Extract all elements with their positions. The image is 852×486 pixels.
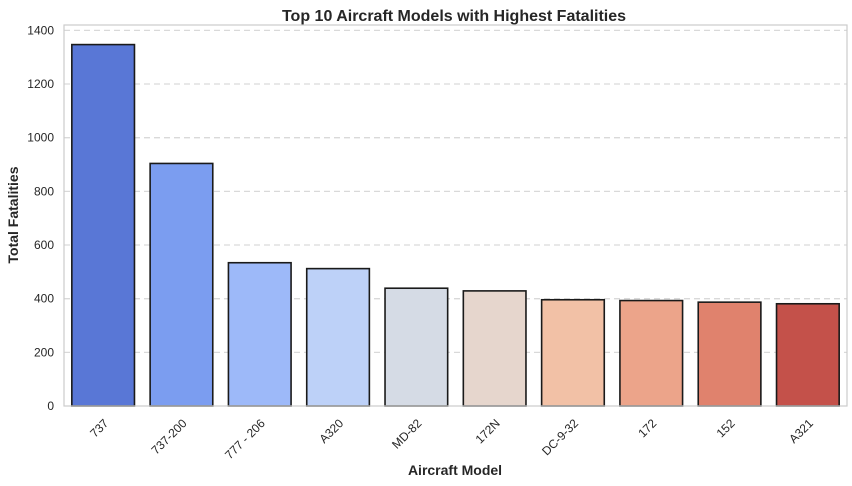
x-tick-label: 172 xyxy=(635,416,659,440)
y-tick-label: 400 xyxy=(34,292,54,306)
bar xyxy=(149,162,214,407)
y-tick-label: 1000 xyxy=(27,131,54,145)
x-tick-label: 737 xyxy=(87,416,111,440)
bar xyxy=(462,290,527,407)
bar xyxy=(71,43,136,407)
bar xyxy=(697,301,762,407)
y-tick-label: 800 xyxy=(34,184,54,198)
y-axis-label: Total Fatalities xyxy=(5,166,21,263)
y-tick-label: 0 xyxy=(47,399,54,413)
x-tick-label: DC-9-32 xyxy=(539,416,581,458)
x-tick-label: 152 xyxy=(714,416,738,440)
bar xyxy=(619,299,684,407)
y-tick-label: 200 xyxy=(34,345,54,359)
bar xyxy=(775,302,840,407)
x-tick-label: A320 xyxy=(316,416,346,446)
bar xyxy=(227,261,292,407)
y-tick-label: 1200 xyxy=(27,77,54,91)
bars xyxy=(71,43,840,407)
y-tick-label: 1400 xyxy=(27,23,54,37)
chart-title: Top 10 Aircraft Models with Highest Fata… xyxy=(282,8,626,25)
bar xyxy=(384,287,449,407)
x-axis-ticks: 737 737-200 777 - 206 A320 MD-82 172N DC-9-32 1… xyxy=(87,416,816,462)
x-tick-label: 172N xyxy=(473,416,503,446)
x-tick-label: MD-82 xyxy=(389,416,425,452)
x-axis-label: Aircraft Model xyxy=(408,462,502,478)
bar xyxy=(540,298,606,407)
x-tick-label: A321 xyxy=(786,416,816,446)
plot-frame xyxy=(63,24,848,407)
y-tick-label: 600 xyxy=(34,238,54,252)
y-axis-ticks: 0 200 400 600 800 1000 1200 1400 xyxy=(27,23,54,413)
x-tick-label: 737-200 xyxy=(149,416,190,457)
x-tick-label: 777 - 206 xyxy=(222,416,268,462)
bar xyxy=(305,267,371,407)
